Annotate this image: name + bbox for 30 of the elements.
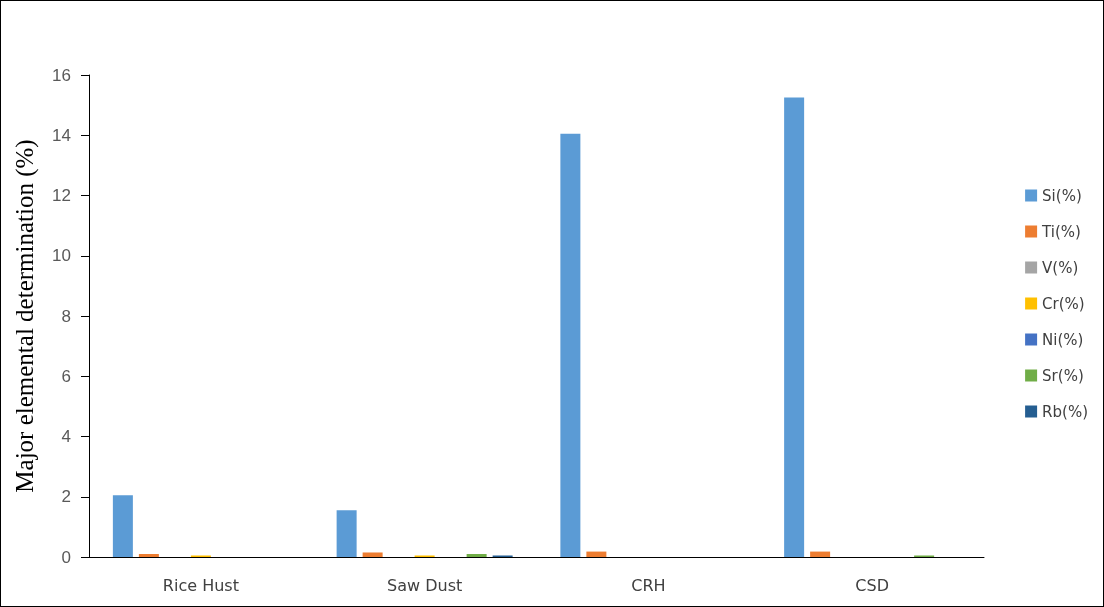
x-tick-label: CRH	[631, 575, 666, 595]
bar	[586, 551, 607, 557]
legend-label: Si(%)	[1042, 186, 1082, 205]
x-tick-label: Rice Hust	[162, 575, 239, 595]
bar	[466, 553, 487, 557]
y-tick-label: 16	[52, 65, 71, 85]
y-tick-label: 0	[61, 547, 71, 567]
y-tick-label: 14	[52, 125, 71, 145]
bar	[336, 510, 357, 557]
y-tick-label: 6	[61, 366, 71, 386]
bar	[810, 551, 831, 557]
bar	[560, 133, 581, 557]
legend-label: Sr(%)	[1042, 366, 1084, 385]
y-tick-label: 2	[61, 487, 71, 507]
y-axis-title: Major elemental determination (%)	[11, 139, 39, 493]
legend-label: Ti(%)	[1041, 222, 1081, 241]
y-tick-label: 4	[61, 427, 71, 446]
x-tick-label: CSD	[855, 575, 889, 595]
bar	[362, 552, 383, 557]
bar	[112, 495, 133, 557]
bar	[138, 553, 159, 557]
x-tick-label: Saw Dust	[387, 575, 463, 595]
y-tick-label: 8	[61, 306, 71, 326]
legend-label: V(%)	[1042, 258, 1079, 277]
legend-label: Rb(%)	[1042, 402, 1089, 421]
legend-label: Cr(%)	[1042, 294, 1085, 313]
legend-label: Ni(%)	[1042, 330, 1084, 349]
bar	[784, 97, 805, 557]
y-tick-label: 12	[52, 186, 71, 205]
y-tick-label: 10	[52, 246, 71, 266]
